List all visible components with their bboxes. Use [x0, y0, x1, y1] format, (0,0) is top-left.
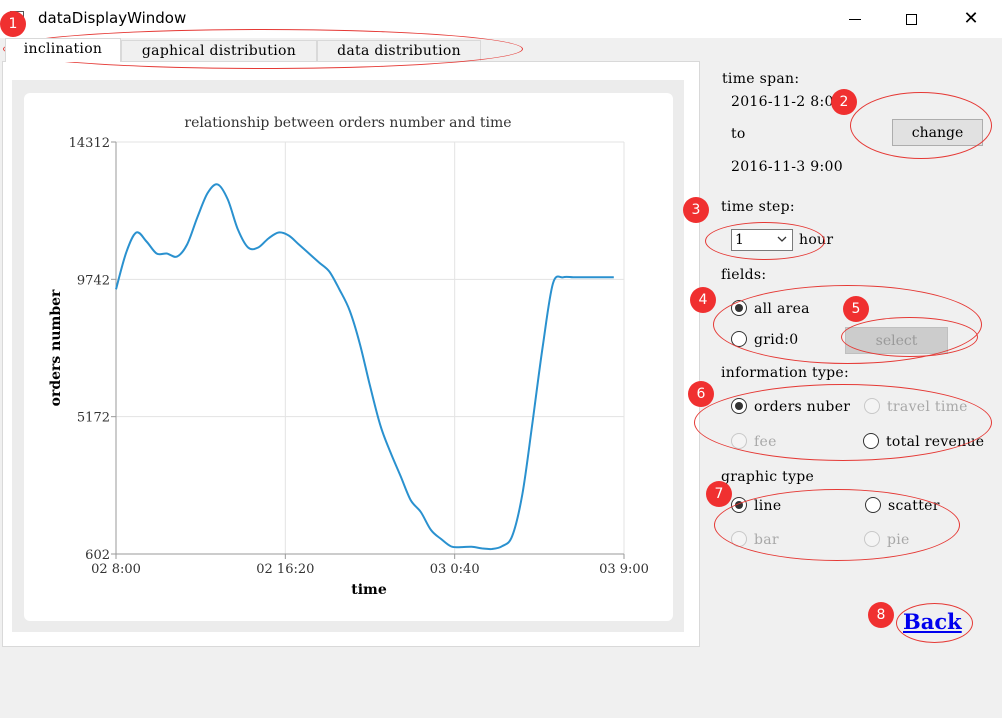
annotation-ellipse-change: [850, 92, 992, 159]
annotation-marker-2: 2: [831, 89, 857, 115]
maximize-button[interactable]: [888, 0, 934, 38]
close-icon: ✕: [963, 8, 979, 29]
minimize-button[interactable]: [832, 0, 878, 38]
close-button[interactable]: ✕: [948, 0, 994, 38]
x-tick-label: 03 9:00: [599, 562, 649, 577]
information-type-label: information type:: [721, 365, 850, 381]
annotation-marker-1: 1: [0, 11, 26, 37]
y-tick-label: 602: [85, 548, 110, 563]
x-tick-label: 02 8:00: [91, 562, 141, 577]
chart-title: relationship between orders number and t…: [184, 115, 511, 131]
window-title: dataDisplayWindow: [38, 9, 187, 27]
annotation-marker-6: 6: [688, 381, 714, 407]
time-span-label: time span:: [722, 71, 800, 87]
end-time-value: 2016-11-3 9:00: [731, 159, 843, 175]
x-axis-ticks: 02 8:00 02 16:20 03 0:40 03 9:00: [91, 554, 649, 577]
line-chart: relationship between orders number and t…: [48, 115, 649, 598]
start-time-value: 2016-11-2 8:00: [731, 94, 843, 110]
y-axis-ticks: 14312 9742 5172 602: [69, 136, 116, 563]
annotation-marker-4: 4: [690, 287, 716, 313]
graphic-type-label: graphic type: [721, 469, 815, 485]
fields-label: fields:: [721, 267, 767, 283]
chart-grid: [115, 141, 625, 555]
annotation-marker-7: 7: [706, 481, 732, 507]
to-label: to: [731, 126, 746, 142]
annotation-marker-3: 3: [683, 197, 709, 223]
maximize-icon: [905, 13, 917, 25]
y-tick-label: 14312: [69, 136, 110, 151]
y-axis-label: orders number: [48, 289, 64, 406]
tab-inclination[interactable]: inclination: [5, 38, 121, 62]
annotation-ellipse-tabs: [3, 29, 523, 69]
series-line-orders: [115, 183, 614, 551]
x-axis-label: time: [351, 582, 387, 598]
time-step-label: time step:: [721, 199, 795, 215]
annotation-ellipse-fields: [713, 285, 982, 364]
minimize-icon: [849, 18, 861, 20]
annotation-ellipse-graphic-type: [714, 489, 960, 561]
x-tick-label: 02 16:20: [256, 562, 314, 577]
annotation-marker-5: 5: [843, 296, 869, 322]
chart-card: [24, 93, 673, 621]
annotation-ellipse-information-type: [694, 384, 992, 461]
x-tick-label: 03 0:40: [430, 562, 480, 577]
y-tick-label: 5172: [77, 411, 110, 426]
annotation-marker-8: 8: [868, 602, 894, 628]
y-tick-label: 9742: [77, 273, 110, 288]
annotation-ellipse-back: [896, 603, 973, 643]
annotation-ellipse-time-step: [705, 222, 825, 260]
annotation-ellipse-select: [841, 317, 978, 357]
